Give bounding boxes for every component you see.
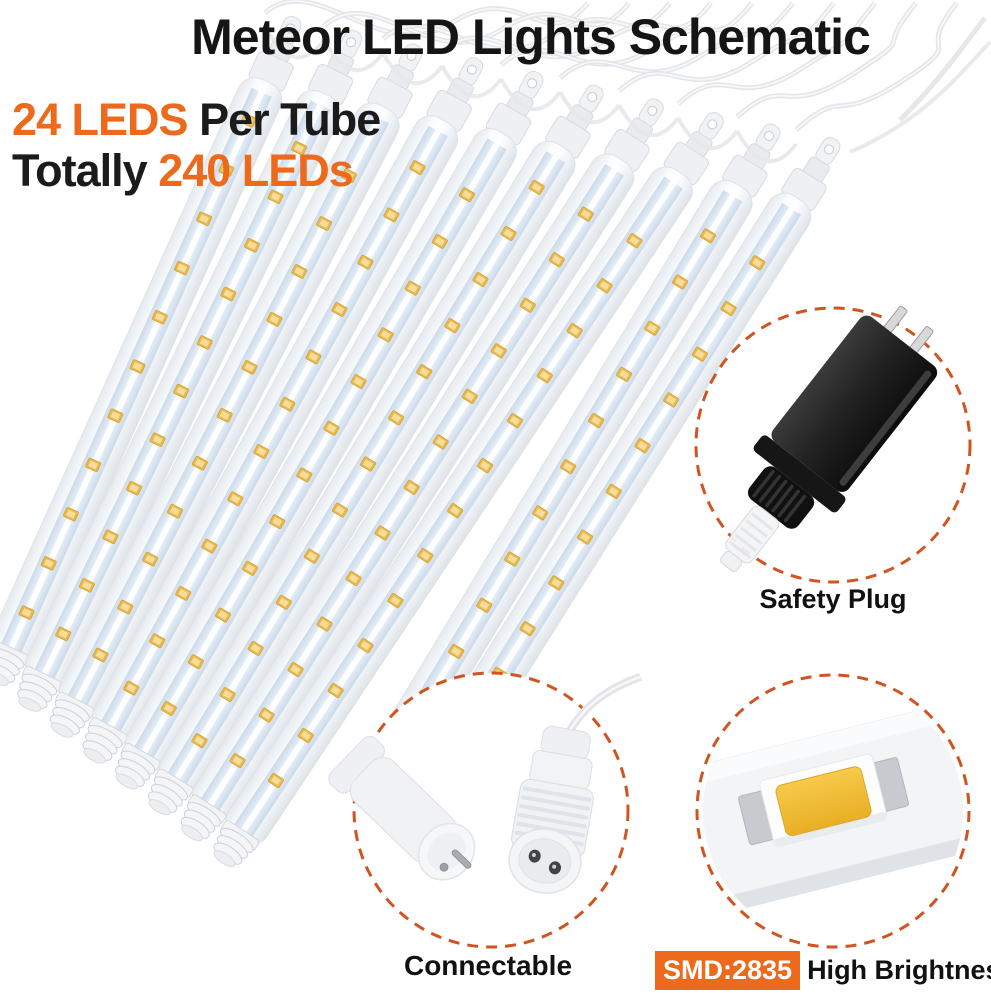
- smd-model-badge: SMD:2835: [655, 951, 801, 990]
- led-tube: [147, 84, 604, 816]
- page-title: Meteor LED Lights Schematic: [191, 9, 871, 65]
- hanging-wires: [263, 0, 991, 164]
- led-tube: [82, 57, 484, 764]
- led-tube: [49, 43, 423, 738]
- led-tube: [353, 123, 781, 806]
- led-count-caption: 24 LEDS Per Tube Totally 240 LEDs: [12, 94, 381, 196]
- caption-line-1: 24 LEDS Per Tube: [12, 94, 381, 145]
- led-tube: [213, 111, 724, 867]
- led-tube: [17, 29, 363, 712]
- safety-plug-label: Safety Plug: [759, 584, 907, 614]
- led-tube: [0, 15, 302, 686]
- total-leds-value: 240 LEDs: [158, 145, 354, 196]
- smd-caption: SMD:2835 High Brightness: [655, 951, 991, 990]
- high-brightness-label: High Brightness: [807, 955, 991, 985]
- meteor-tube-fan: [0, 15, 841, 867]
- caption-line-1-rest: Per Tube: [187, 94, 381, 145]
- connector-plugs-icon: [328, 673, 642, 894]
- leds-per-tube-value: 24 LEDS: [12, 94, 189, 145]
- caption-line-2: Totally 240 LEDs: [12, 145, 380, 196]
- led-tube: [180, 98, 664, 842]
- caption-line-2-prefix: Totally: [12, 145, 159, 196]
- led-tube: [115, 70, 544, 790]
- power-adapter-icon: [720, 305, 938, 572]
- connectable-label: Connectable: [403, 950, 573, 981]
